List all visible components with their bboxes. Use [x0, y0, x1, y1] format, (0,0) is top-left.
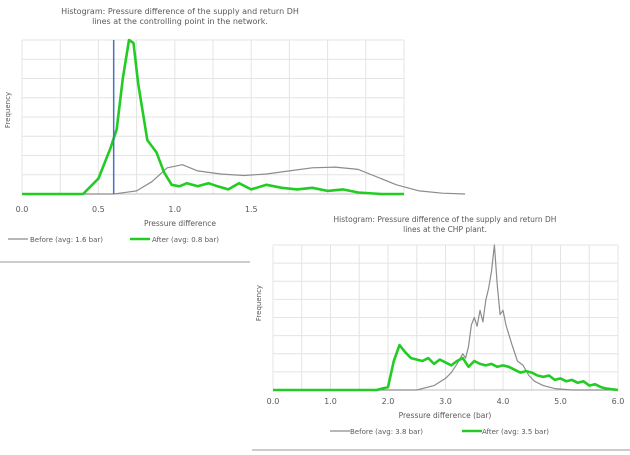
y-axis-label: Frequency — [4, 92, 12, 128]
chart-controlling-point: Histogram: Pressure difference of the su… — [0, 7, 466, 263]
series-line-before — [22, 164, 466, 195]
chart-chp-plant: Histogram: Pressure difference of the su… — [252, 215, 630, 451]
series-line-after — [22, 38, 404, 196]
legend-label-after: After (avg: 0.8 bar) — [152, 236, 219, 244]
x-tick-label: 6.0 — [612, 397, 625, 406]
x-axis-label: Pressure difference (bar) — [399, 411, 492, 420]
x-tick-label: 1.5 — [245, 205, 258, 214]
legend-label-before: Before (avg: 3.8 bar) — [350, 428, 423, 436]
x-tick-label: 0.0 — [267, 397, 280, 406]
legend-label-before: Before (avg: 1.6 bar) — [30, 236, 103, 244]
x-tick-label: 4.0 — [497, 397, 510, 406]
chart-title-line: Histogram: Pressure difference of the su… — [334, 215, 557, 224]
x-tick-label: 0.0 — [16, 205, 29, 214]
x-tick-label: 2.0 — [382, 397, 395, 406]
series-line-before — [273, 244, 618, 391]
x-axis-label: Pressure difference — [144, 219, 216, 228]
chart-title-line: lines at the controlling point in the ne… — [92, 17, 268, 26]
legend-label-after: After (avg: 3.5 bar) — [482, 428, 549, 436]
x-tick-label: 5.0 — [554, 397, 567, 406]
x-tick-label: 3.0 — [439, 397, 452, 406]
series-line-after — [273, 343, 619, 392]
x-tick-label: 1.0 — [168, 205, 181, 214]
x-tick-label: 1.0 — [324, 397, 337, 406]
y-axis-label: Frequency — [255, 285, 263, 321]
x-tick-label: 0.5 — [92, 205, 105, 214]
chart-title-line: Histogram: Pressure difference of the su… — [61, 7, 299, 16]
chart-title-line: lines at the CHP plant. — [403, 225, 487, 234]
